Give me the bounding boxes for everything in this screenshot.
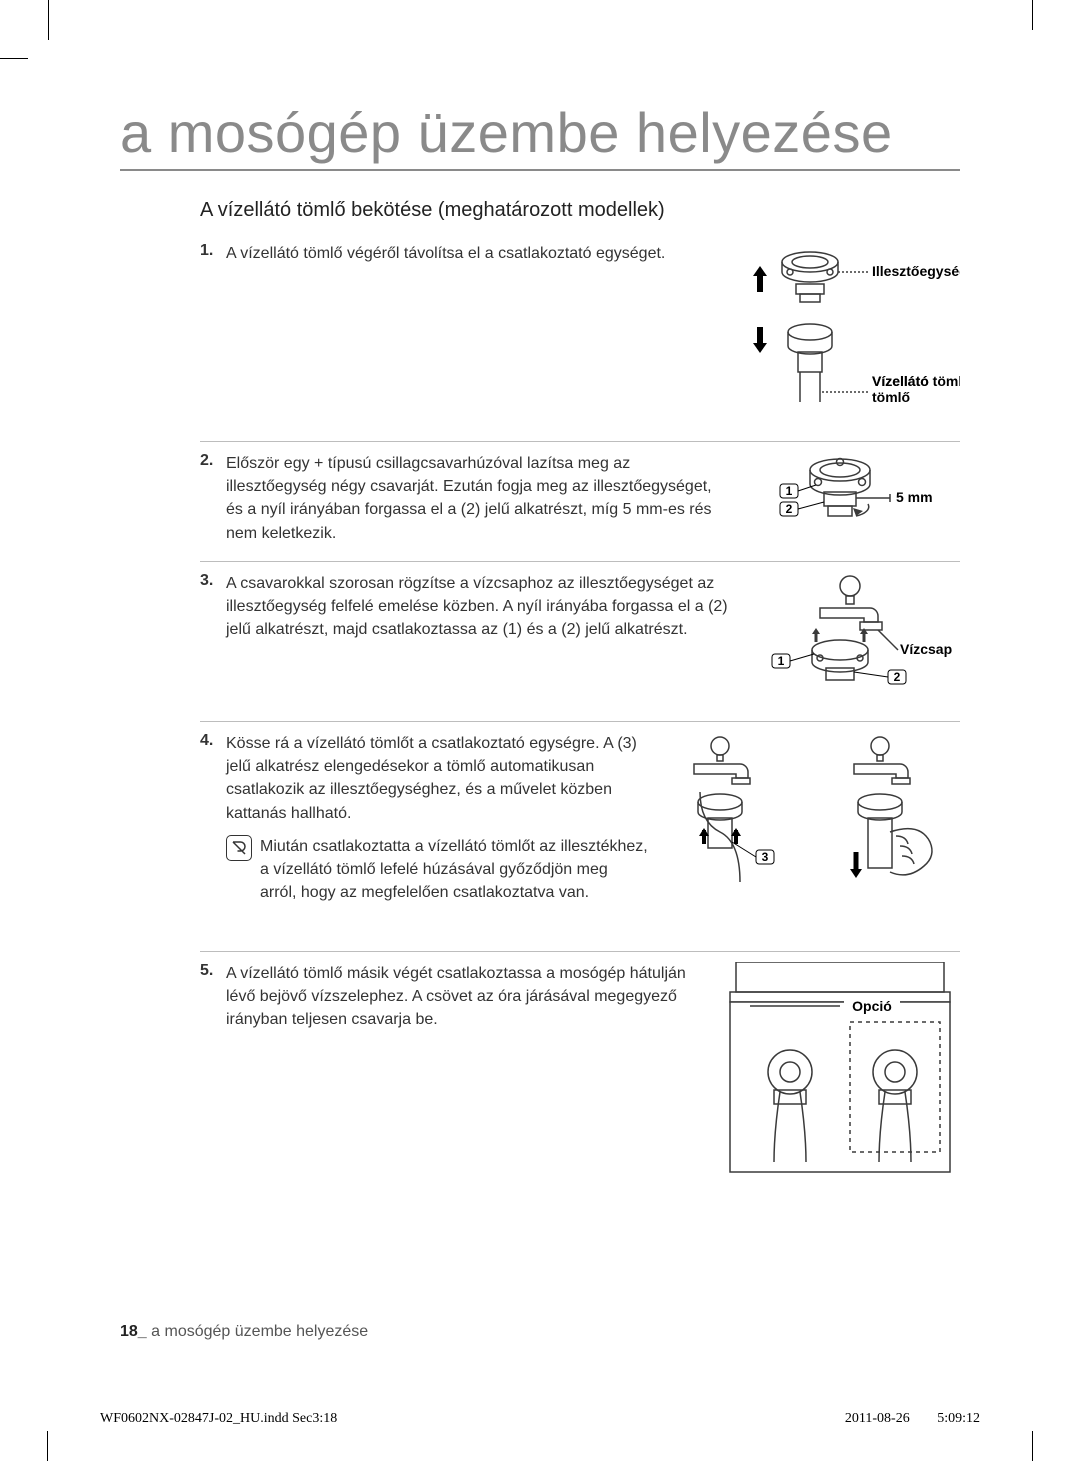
badge-1: 1 [778, 654, 785, 668]
step-number: 2. [200, 452, 226, 547]
step-text: A vízellátó tömlő végéről távolítsa el a… [226, 242, 740, 427]
print-metadata: WF0602NX-02847J-02_HU.indd Sec3:18 2011-… [100, 1411, 980, 1427]
side-crop-mark [0, 58, 28, 59]
svg-text:tömlő: tömlő [872, 389, 910, 405]
print-time: 5:09:12 [937, 1411, 980, 1426]
print-date: 2011-08-26 [845, 1411, 910, 1426]
label-gap: 5 mm [896, 489, 933, 505]
step-1-figure: Illesztőegység Vízellátó tömlő Vízellátó [740, 242, 960, 427]
step-4-body: Kösse rá a vízellátó tömlőt a csatlakozt… [226, 735, 637, 822]
badge-2: 2 [894, 670, 901, 684]
badge-2: 2 [786, 502, 793, 516]
step-text: Kösse rá a vízellátó tömlőt a csatlakozt… [226, 732, 660, 937]
step-number: 1. [200, 242, 226, 427]
page-footer: 18_ a mosógép üzembe helyezése [120, 1323, 368, 1341]
step-1: 1. A vízellátó tömlő végéről távolítsa e… [200, 232, 960, 442]
label-adapter: Illesztőegység [872, 263, 960, 279]
footer-text: a mosógép üzembe helyezése [151, 1323, 368, 1340]
step-3-figure: Vízcsap 1 2 [740, 572, 960, 707]
step-5-figure: Opció [720, 962, 960, 1187]
step-number: 4. [200, 732, 226, 937]
label-option: Opció [852, 998, 892, 1014]
step-4-figure: 3 [660, 732, 960, 937]
page-number: 18_ [120, 1323, 147, 1340]
print-file: WF0602NX-02847J-02_HU.indd Sec3:18 [100, 1411, 337, 1427]
step-text: A csavarokkal szorosan rögzítse a vízcsa… [226, 572, 740, 707]
step-5: 5. A vízellátó tömlő másik végét csatlak… [200, 952, 960, 1201]
step-text: Először egy + típusú csillagcsavarhúzóva… [226, 452, 740, 547]
step-4: 4. Kösse rá a vízellátó tömlőt a csatlak… [200, 722, 960, 952]
badge-1: 1 [786, 484, 793, 498]
svg-text:Vízellátó: Vízellátó [872, 373, 929, 389]
step-4-note: Miután csatlakoztatta a vízellátó tömlőt… [260, 835, 648, 905]
step-text: A vízellátó tömlő másik végét csatlakozt… [226, 962, 720, 1187]
step-number: 3. [200, 572, 226, 707]
page-content: a mosógép üzembe helyezése A vízellátó t… [120, 100, 960, 1201]
step-number: 5. [200, 962, 226, 1187]
note-icon [226, 835, 252, 861]
step-3: 3. A csavarokkal szorosan rögzítse a víz… [200, 562, 960, 722]
section-subtitle: A vízellátó tömlő bekötése (meghatározot… [200, 199, 960, 222]
label-tap: Vízcsap [900, 641, 952, 657]
step-2-figure: 1 2 5 mm [740, 452, 960, 547]
page-title: a mosógép üzembe helyezése [120, 100, 960, 171]
badge-3: 3 [762, 850, 769, 864]
step-2: 2. Először egy + típusú csillagcsavarhúz… [200, 442, 960, 562]
